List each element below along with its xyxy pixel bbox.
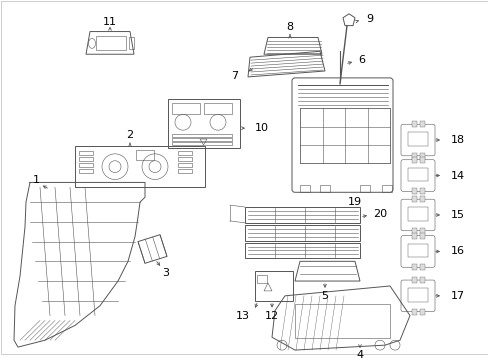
Text: 12: 12 <box>264 311 279 320</box>
Bar <box>407 207 427 221</box>
Bar <box>319 185 329 192</box>
Bar <box>79 151 93 155</box>
Bar <box>178 168 192 172</box>
Bar <box>411 153 416 159</box>
Bar <box>419 188 424 194</box>
Bar <box>244 243 359 258</box>
Bar <box>172 134 231 137</box>
Bar <box>75 146 204 187</box>
Bar <box>419 121 424 127</box>
Bar <box>407 244 427 257</box>
Bar <box>411 277 416 283</box>
Bar <box>178 151 192 155</box>
Bar <box>299 108 389 163</box>
Bar <box>294 304 389 338</box>
Text: 18: 18 <box>450 135 464 145</box>
Bar <box>411 121 416 127</box>
Bar <box>419 233 424 239</box>
Text: 20: 20 <box>372 209 386 219</box>
Text: 10: 10 <box>254 123 268 133</box>
Text: 5: 5 <box>321 291 328 301</box>
Bar <box>172 103 200 114</box>
Bar <box>419 309 424 315</box>
Text: 14: 14 <box>450 171 464 180</box>
Bar <box>359 185 369 192</box>
Bar <box>79 163 93 167</box>
Text: 3: 3 <box>162 268 169 278</box>
Bar <box>79 157 93 161</box>
Bar <box>419 196 424 202</box>
Bar <box>419 153 424 159</box>
Bar <box>419 157 424 163</box>
Bar <box>172 138 231 141</box>
Bar <box>411 157 416 163</box>
Bar <box>178 157 192 161</box>
Bar <box>79 168 93 172</box>
Bar <box>172 142 231 145</box>
Bar <box>407 132 427 146</box>
Text: 6: 6 <box>357 55 364 65</box>
Bar <box>411 196 416 202</box>
Text: 8: 8 <box>286 22 293 32</box>
Text: 13: 13 <box>236 311 249 320</box>
Bar <box>419 264 424 270</box>
Text: 1: 1 <box>32 175 40 185</box>
Bar <box>129 37 134 49</box>
Text: 19: 19 <box>347 197 361 207</box>
Text: 7: 7 <box>230 71 238 81</box>
Bar <box>257 275 266 283</box>
Bar <box>407 288 427 302</box>
Bar <box>411 188 416 194</box>
Text: 4: 4 <box>356 350 363 360</box>
Bar <box>244 225 359 240</box>
Bar <box>411 233 416 239</box>
Text: 17: 17 <box>450 291 464 301</box>
Bar <box>299 185 309 192</box>
Bar <box>178 163 192 167</box>
Bar <box>96 36 126 50</box>
Bar <box>411 228 416 234</box>
Bar <box>419 277 424 283</box>
Bar <box>381 185 391 192</box>
Text: 2: 2 <box>126 130 133 140</box>
Text: 9: 9 <box>365 14 372 24</box>
Bar <box>411 264 416 270</box>
Bar <box>244 207 359 223</box>
Bar <box>407 168 427 181</box>
Text: 16: 16 <box>450 247 464 256</box>
Text: 15: 15 <box>450 210 464 220</box>
Bar <box>136 150 154 160</box>
Bar <box>168 99 240 148</box>
Bar <box>203 103 231 114</box>
Text: 11: 11 <box>103 17 117 27</box>
Bar <box>254 271 292 301</box>
Bar <box>411 309 416 315</box>
Bar <box>419 228 424 234</box>
